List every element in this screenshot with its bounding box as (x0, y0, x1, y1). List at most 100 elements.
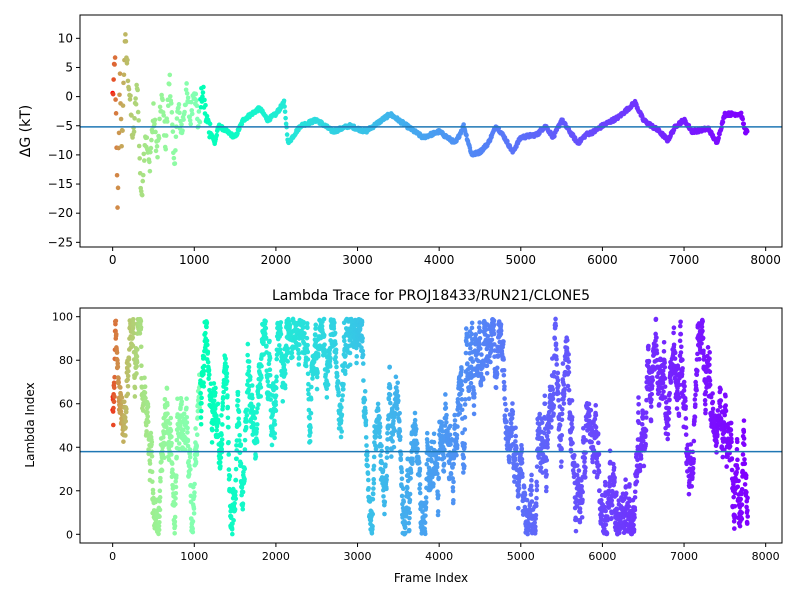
lambda-point (396, 398, 401, 404)
delta-g-point (112, 62, 117, 67)
lambda-point (145, 404, 151, 409)
lambda-point (160, 435, 166, 440)
lambda-point (235, 398, 241, 404)
lambda-point (309, 384, 314, 390)
lambda-point (566, 369, 572, 375)
lambda-point (459, 407, 465, 413)
delta-g-point (114, 172, 120, 178)
delta-g-point (184, 91, 190, 96)
lambda-point (463, 326, 469, 331)
lambda-point (305, 387, 311, 393)
lambda-point (665, 431, 671, 437)
lambda-point (268, 397, 273, 402)
lambda-point (589, 439, 594, 445)
lambda-point (676, 413, 682, 418)
lambda-point (392, 428, 398, 433)
lambda-point (579, 515, 585, 520)
lambda-point (360, 361, 366, 366)
lambda-point (325, 382, 331, 388)
delta-g-point (141, 151, 147, 157)
lambda-point (360, 335, 365, 341)
lambda-point (198, 390, 203, 396)
lambda-point (533, 512, 539, 518)
lambda-point (557, 422, 563, 428)
lambda-point (176, 446, 182, 452)
lambda-point (225, 415, 231, 421)
delta-g-point (207, 121, 213, 127)
lambda-point (191, 493, 197, 499)
lambda-point (302, 331, 307, 336)
lambda-point (501, 379, 507, 385)
lambda-point (692, 414, 698, 420)
lambda-point (316, 354, 321, 359)
lambda-point (314, 374, 320, 380)
delta-g-point (164, 119, 170, 124)
lambda-point (402, 525, 408, 530)
lambda-point (379, 448, 384, 454)
lambda-point (295, 347, 301, 353)
lambda-point (683, 404, 688, 409)
lambda-point (583, 437, 589, 443)
lambda-point (678, 344, 684, 350)
delta-g-point (214, 132, 220, 138)
lambda-point (245, 341, 251, 347)
delta-g-point (194, 98, 199, 103)
lambda-point (653, 343, 659, 348)
lambda-point (559, 433, 565, 438)
lambda-point (551, 403, 557, 408)
lambda-point (364, 443, 369, 448)
lambda-point (593, 412, 599, 418)
lambda-point (603, 508, 608, 514)
lambda-point (553, 341, 559, 346)
lambda-point (246, 364, 252, 370)
lambda-point (371, 463, 377, 469)
lambda-point (566, 387, 572, 393)
top-plot-frame (79, 14, 783, 248)
lambda-point (502, 396, 507, 401)
lambda-point (338, 434, 344, 440)
delta-g-point (168, 94, 173, 99)
lambda-point (272, 418, 277, 424)
lambda-point (694, 368, 700, 373)
delta-g-axis-label: ΔG (kT) (18, 105, 34, 157)
lambda-point (179, 399, 185, 404)
lambda-point (231, 518, 236, 523)
lambda-point (274, 356, 280, 362)
lambda-point (274, 374, 279, 380)
y-tick-label: −25 (48, 235, 73, 249)
lambda-point (415, 446, 420, 452)
lambda-point (233, 477, 239, 483)
delta-g-point (204, 113, 210, 119)
delta-g-point (183, 102, 188, 108)
lambda-point (339, 405, 344, 410)
lambda-point (423, 499, 429, 505)
lambda-point (444, 412, 449, 418)
lambda-point (262, 331, 268, 337)
lambda-point (614, 507, 620, 512)
lambda-point (649, 383, 655, 389)
lambda-panel: Lambda Trace for PROJ18433/RUN21/CLONE5 … (23, 288, 783, 585)
lambda-point (223, 356, 228, 362)
lambda-point (447, 423, 453, 429)
lambda-point (566, 359, 572, 364)
lambda-point (545, 437, 551, 442)
lambda-point (386, 396, 392, 402)
lambda-point (334, 373, 340, 379)
lambda-point (623, 491, 629, 496)
lambda-point (593, 424, 599, 430)
lambda-point (699, 324, 705, 330)
delta-g-point (125, 57, 130, 63)
lambda-point (173, 479, 178, 484)
delta-g-point (176, 102, 182, 107)
lambda-point (280, 399, 286, 404)
lambda-point (692, 418, 697, 424)
lambda-point (277, 343, 282, 348)
lambda-point (667, 397, 672, 402)
delta-g-point (163, 146, 169, 152)
lambda-point (198, 415, 204, 420)
lambda-point (707, 356, 712, 361)
lambda-point (235, 403, 240, 408)
delta-g-point (188, 121, 194, 127)
delta-g-point (167, 72, 173, 78)
lambda-point (632, 507, 638, 513)
